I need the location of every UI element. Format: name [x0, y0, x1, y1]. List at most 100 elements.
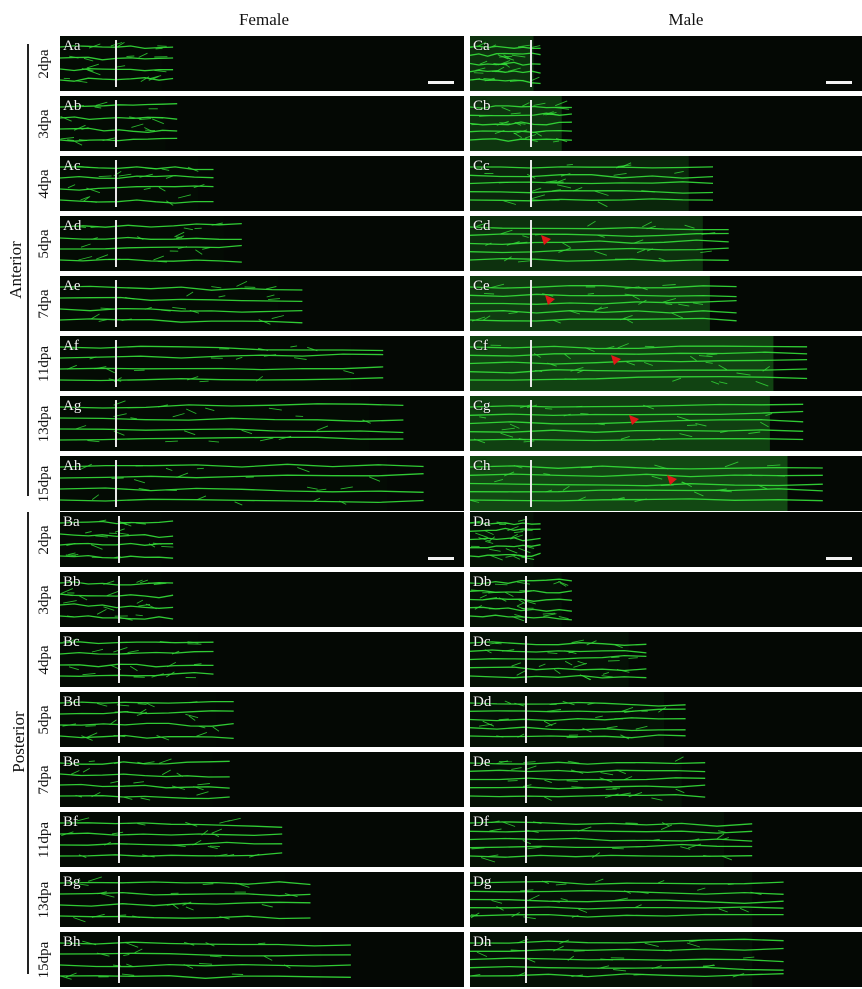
panel-label: Ca: [473, 38, 490, 54]
panel-label: Cd: [473, 218, 491, 234]
panel-bd: Bd: [60, 692, 464, 747]
panel-dg: Dg: [470, 872, 862, 927]
scale-bar: [826, 557, 852, 560]
scale-bar: [428, 81, 454, 84]
panel-label: Bh: [63, 934, 81, 950]
panel-label: Dd: [473, 694, 492, 710]
amputation-plane-line: [525, 876, 527, 923]
timepoint-label: 5dpa: [36, 704, 52, 735]
amputation-plane-line: [115, 280, 117, 327]
panel-label: Dc: [473, 634, 491, 650]
amputation-plane-line: [525, 576, 527, 623]
timepoint-label: 15dpa: [36, 465, 52, 502]
amputation-plane-line: [118, 696, 120, 743]
amputation-plane-line: [530, 460, 532, 507]
scale-bar: [428, 557, 454, 560]
panel-df: Df: [470, 812, 862, 867]
panel-label: Cc: [473, 158, 490, 174]
timepoint-label: 5dpa: [36, 228, 52, 259]
amputation-plane-line: [118, 936, 120, 983]
group-bracket-posterior: [27, 512, 29, 974]
column-title-male: Male: [668, 10, 704, 29]
panel-dd: Dd: [470, 692, 862, 747]
amputation-plane-line: [118, 516, 120, 563]
timepoint-label: 13dpa: [36, 405, 52, 442]
panel-cg: Cg: [470, 396, 862, 451]
panel-cb: Cb: [470, 96, 862, 151]
arrowhead-icon: [667, 475, 677, 485]
group-bracket-anterior: [27, 44, 29, 496]
amputation-plane-line: [118, 756, 120, 803]
panel-bc: Bc: [60, 632, 464, 687]
arrowhead-icon: [611, 355, 621, 365]
arrowhead-icon: [545, 295, 555, 305]
amputation-plane-line: [530, 400, 532, 447]
amputation-plane-line: [115, 220, 117, 267]
panel-label: Df: [473, 814, 489, 830]
timepoint-label: 15dpa: [36, 941, 52, 978]
panel-label: Ah: [63, 458, 82, 474]
panel-bh: Bh: [60, 932, 464, 987]
timepoint-label: 7dpa: [36, 764, 52, 795]
group-label-posterior: Posterior: [9, 711, 28, 773]
panel-label: De: [473, 754, 491, 770]
timepoint-label: 4dpa: [36, 644, 52, 675]
panel-db: Db: [470, 572, 862, 627]
panel-bg: Bg: [60, 872, 464, 927]
column-title-female: Female: [238, 10, 290, 29]
panel-label: Bg: [63, 874, 81, 890]
timepoint-label: 2dpa: [36, 48, 52, 79]
panel-label: Ac: [63, 158, 81, 174]
amputation-plane-line: [115, 100, 117, 147]
panel-label: Ce: [473, 278, 490, 294]
panel-label: Be: [63, 754, 80, 770]
panel-label: Ae: [63, 278, 81, 294]
panel-ba: Ba: [60, 512, 464, 567]
panel-label: Ab: [63, 98, 82, 114]
panel-ac: Ac: [60, 156, 464, 211]
amputation-plane-line: [115, 40, 117, 87]
panel-ca: Ca: [470, 36, 862, 91]
panel-label: Bf: [63, 814, 78, 830]
panel-be: Be: [60, 752, 464, 807]
amputation-plane-line: [118, 636, 120, 683]
panel-cd: Cd: [470, 216, 862, 271]
panel-label: Da: [473, 514, 491, 530]
panel-cf: Cf: [470, 336, 862, 391]
panel-dh: Dh: [470, 932, 862, 987]
panel-ab: Ab: [60, 96, 464, 151]
group-label-anterior: Anterior: [6, 241, 25, 299]
panel-label: Bc: [63, 634, 80, 650]
panel-label: Bb: [63, 574, 81, 590]
panel-label: Aa: [63, 38, 81, 54]
amputation-plane-line: [525, 816, 527, 863]
amputation-plane-line: [525, 636, 527, 683]
amputation-plane-line: [530, 220, 532, 267]
panel-ce: Ce: [470, 276, 862, 331]
panel-cc: Cc: [470, 156, 862, 211]
panel-aa: Aa: [60, 36, 464, 91]
panel-label: Ad: [63, 218, 82, 234]
amputation-plane-line: [118, 876, 120, 923]
timepoint-label: 11dpa: [36, 345, 52, 382]
panel-ch: Ch: [470, 456, 862, 511]
panel-label: Ag: [63, 398, 82, 414]
panel-dc: Dc: [470, 632, 862, 687]
panel-label: Dh: [473, 934, 492, 950]
timepoint-label: 3dpa: [36, 108, 52, 139]
amputation-plane-line: [118, 816, 120, 863]
panel-ae: Ae: [60, 276, 464, 331]
timepoint-label: 7dpa: [36, 288, 52, 319]
panel-label: Af: [63, 338, 79, 354]
arrowhead-icon: [629, 415, 639, 425]
panel-ag: Ag: [60, 396, 464, 451]
arrowhead-icon: [541, 235, 551, 245]
panel-ad: Ad: [60, 216, 464, 271]
amputation-plane-line: [530, 160, 532, 207]
panel-bb: Bb: [60, 572, 464, 627]
amputation-plane-line: [115, 400, 117, 447]
amputation-plane-line: [525, 516, 527, 563]
amputation-plane-line: [525, 756, 527, 803]
amputation-plane-line: [530, 100, 532, 147]
amputation-plane-line: [525, 936, 527, 983]
